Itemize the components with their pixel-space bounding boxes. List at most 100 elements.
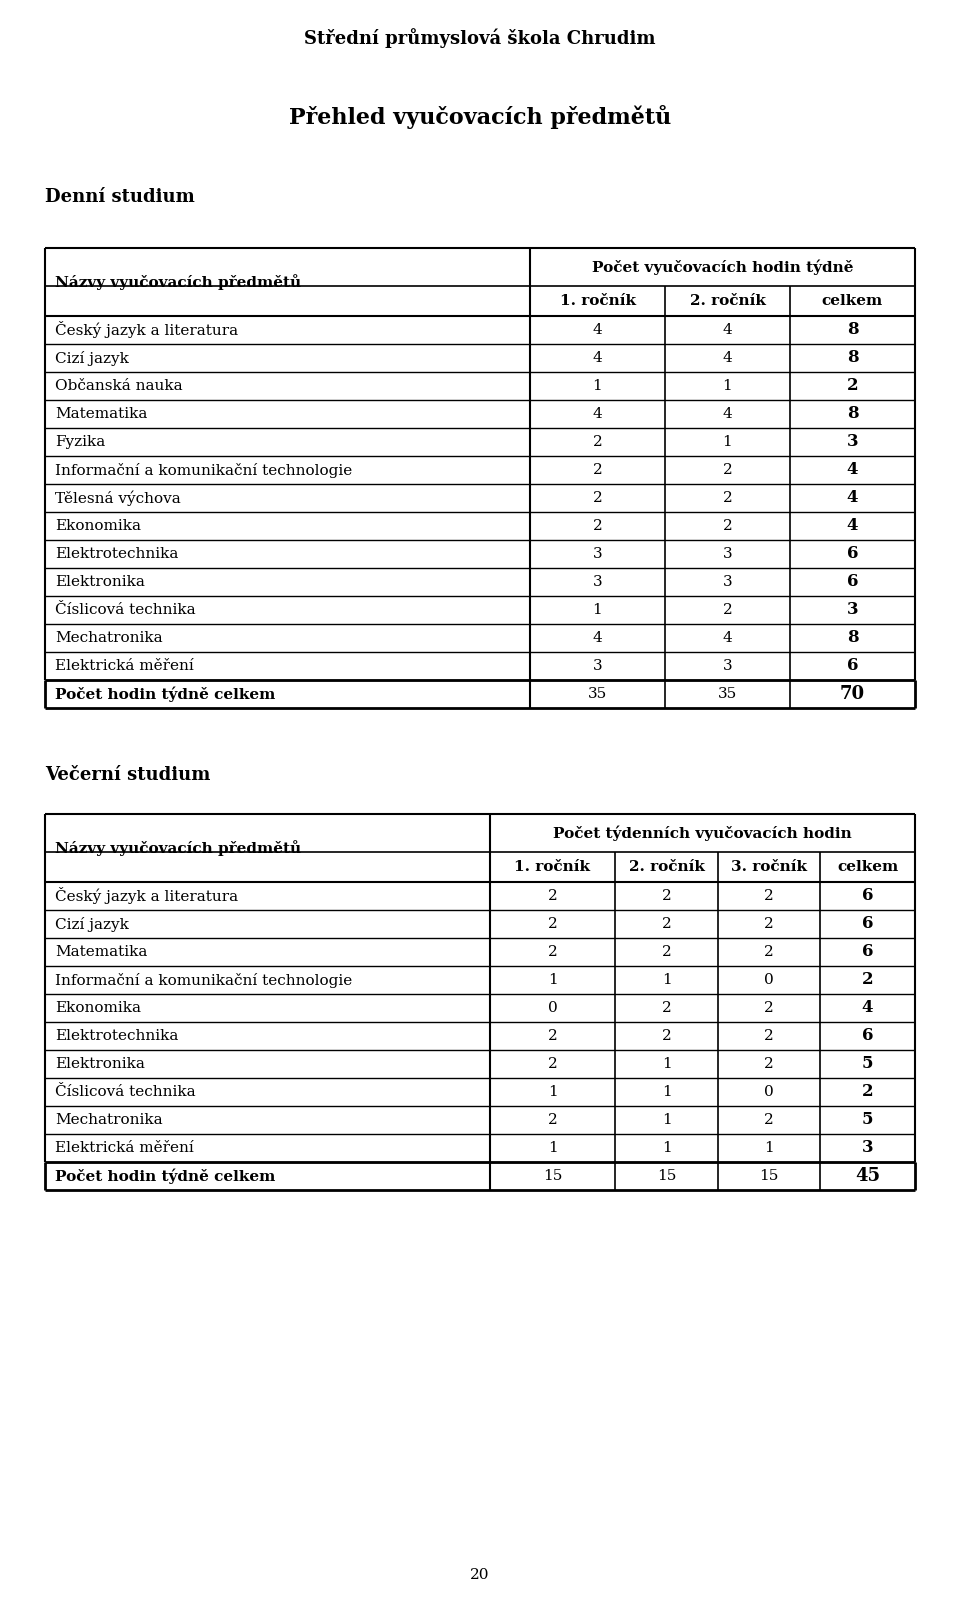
Text: 15: 15	[657, 1169, 676, 1183]
Text: 1: 1	[723, 434, 732, 449]
Text: 2: 2	[764, 917, 774, 931]
Text: 6: 6	[847, 657, 858, 675]
Text: 1: 1	[661, 1056, 671, 1071]
Text: Informační a komunikační technologie: Informační a komunikační technologie	[55, 973, 352, 987]
Text: 70: 70	[840, 684, 865, 704]
Text: 0: 0	[764, 1085, 774, 1100]
Text: 2: 2	[764, 1056, 774, 1071]
Text: 2: 2	[592, 463, 602, 478]
Text: 4: 4	[723, 322, 732, 337]
Text: Elektronika: Elektronika	[55, 1056, 145, 1071]
Text: 1: 1	[661, 1141, 671, 1156]
Text: 8: 8	[847, 322, 858, 338]
Text: 1: 1	[661, 973, 671, 987]
Text: 45: 45	[855, 1167, 880, 1185]
Text: Český jazyk a literatura: Český jazyk a literatura	[55, 322, 238, 338]
Text: 4: 4	[592, 351, 602, 365]
Text: 4: 4	[592, 322, 602, 337]
Text: 4: 4	[723, 351, 732, 365]
Text: 2. ročník: 2. ročník	[689, 293, 765, 308]
Text: 0: 0	[547, 1000, 558, 1015]
Text: 1: 1	[547, 973, 558, 987]
Text: 8: 8	[847, 349, 858, 367]
Text: 3: 3	[847, 433, 858, 450]
Text: 2: 2	[764, 1029, 774, 1044]
Text: 2: 2	[723, 603, 732, 617]
Text: 6: 6	[847, 545, 858, 563]
Text: 4: 4	[847, 518, 858, 534]
Text: 1. ročník: 1. ročník	[515, 859, 590, 874]
Text: 15: 15	[759, 1169, 779, 1183]
Text: 1: 1	[661, 1085, 671, 1100]
Text: Střední průmyslová škola Chrudim: Střední průmyslová škola Chrudim	[304, 27, 656, 48]
Text: 2: 2	[764, 1112, 774, 1127]
Text: Číslicová technika: Číslicová technika	[55, 603, 196, 617]
Text: 15: 15	[542, 1169, 563, 1183]
Text: 2: 2	[862, 971, 874, 989]
Text: 2: 2	[661, 946, 671, 959]
Text: 2: 2	[547, 946, 558, 959]
Text: 1: 1	[592, 603, 602, 617]
Text: 5: 5	[862, 1055, 874, 1072]
Text: 2: 2	[661, 890, 671, 902]
Text: 8: 8	[847, 630, 858, 646]
Text: 1: 1	[592, 378, 602, 393]
Text: 0: 0	[764, 973, 774, 987]
Text: 2: 2	[764, 946, 774, 959]
Text: 2: 2	[723, 519, 732, 534]
Text: 2: 2	[547, 1112, 558, 1127]
Text: celkem: celkem	[837, 859, 899, 874]
Text: Počet týdenních vyučovacích hodin: Počet týdenních vyučovacích hodin	[553, 826, 852, 840]
Text: Názvy vyučovacích předmětů: Názvy vyučovacích předmětů	[55, 840, 301, 856]
Text: Počet hodin týdně celkem: Počet hodin týdně celkem	[55, 1169, 276, 1183]
Text: 3: 3	[862, 1140, 874, 1156]
Text: 4: 4	[847, 489, 858, 507]
Text: 1: 1	[723, 378, 732, 393]
Text: Matematika: Matematika	[55, 946, 148, 959]
Text: 6: 6	[862, 888, 874, 904]
Text: 4: 4	[862, 1000, 874, 1016]
Text: Počet hodin týdně celkem: Počet hodin týdně celkem	[55, 686, 276, 702]
Text: 6: 6	[862, 944, 874, 960]
Text: 2. ročník: 2. ročník	[629, 859, 705, 874]
Text: Elektrická měření: Elektrická měření	[55, 1141, 194, 1156]
Text: Číslicová technika: Číslicová technika	[55, 1085, 196, 1100]
Text: 1: 1	[661, 1112, 671, 1127]
Text: 3: 3	[723, 547, 732, 561]
Text: Ekonomika: Ekonomika	[55, 1000, 141, 1015]
Text: 3: 3	[723, 575, 732, 588]
Text: 4: 4	[592, 407, 602, 422]
Text: 3: 3	[723, 659, 732, 673]
Text: 2: 2	[764, 1000, 774, 1015]
Text: 2: 2	[764, 890, 774, 902]
Text: 2: 2	[592, 434, 602, 449]
Text: Elektrotechnika: Elektrotechnika	[55, 547, 179, 561]
Text: Mechatronika: Mechatronika	[55, 1112, 162, 1127]
Text: celkem: celkem	[822, 293, 883, 308]
Text: 8: 8	[847, 406, 858, 423]
Text: 1: 1	[764, 1141, 774, 1156]
Text: 4: 4	[723, 407, 732, 422]
Text: Počet vyučovacích hodin týdně: Počet vyučovacích hodin týdně	[591, 260, 853, 274]
Text: 2: 2	[723, 463, 732, 478]
Text: 20: 20	[470, 1568, 490, 1582]
Text: Cizí jazyk: Cizí jazyk	[55, 917, 129, 931]
Text: 2: 2	[592, 519, 602, 534]
Text: Názvy vyučovacích předmětů: Názvy vyučovacích předmětů	[55, 274, 301, 290]
Text: 3: 3	[592, 575, 602, 588]
Text: 1. ročník: 1. ročník	[560, 293, 636, 308]
Text: Elektrická měření: Elektrická měření	[55, 659, 194, 673]
Text: 1: 1	[547, 1085, 558, 1100]
Text: 4: 4	[723, 632, 732, 644]
Text: 5: 5	[862, 1111, 874, 1129]
Text: Ekonomika: Ekonomika	[55, 519, 141, 534]
Text: 2: 2	[847, 377, 858, 394]
Text: Elektrotechnika: Elektrotechnika	[55, 1029, 179, 1044]
Text: 2: 2	[547, 890, 558, 902]
Text: Fyzika: Fyzika	[55, 434, 106, 449]
Text: 2: 2	[547, 1056, 558, 1071]
Text: 1: 1	[547, 1141, 558, 1156]
Text: 35: 35	[588, 688, 607, 701]
Text: Večerní studium: Večerní studium	[45, 766, 210, 784]
Text: Cizí jazyk: Cizí jazyk	[55, 351, 129, 365]
